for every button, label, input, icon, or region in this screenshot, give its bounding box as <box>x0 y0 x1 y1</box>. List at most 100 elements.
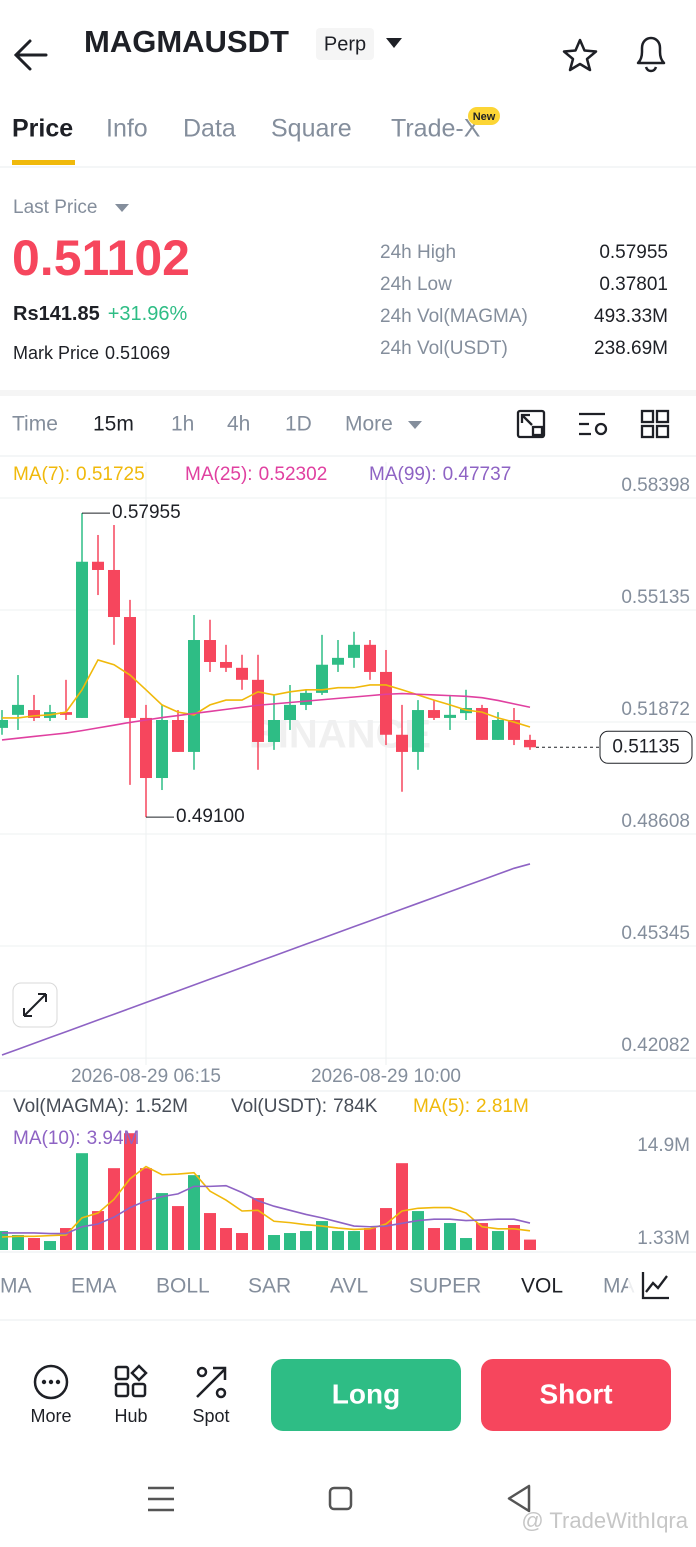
tab[interactable]: Price <box>12 115 73 143</box>
mark-value: 0.51069 <box>105 343 170 363</box>
volume-bar <box>0 1231 8 1250</box>
stat-value: 493.33M <box>594 306 668 327</box>
candle-body <box>396 734 408 752</box>
y-tick-label: 0.42082 <box>621 1035 690 1056</box>
symbol-dropdown[interactable] <box>386 38 402 48</box>
long-button[interactable] <box>271 1359 461 1431</box>
candle-body <box>140 717 152 779</box>
interval-bar: Time 15m 1h 4h 1D More <box>12 413 393 436</box>
expand-button[interactable] <box>12 982 58 1028</box>
favorite-icon[interactable] <box>562 38 598 72</box>
volume-bar <box>156 1193 168 1250</box>
more-icon[interactable] <box>33 1364 69 1400</box>
indicator-tab[interactable]: MA <box>0 1275 32 1298</box>
ma-legend-name: MA(99): <box>369 464 437 485</box>
extreme-label: 0.49100 <box>176 806 245 827</box>
volume-bar <box>268 1235 280 1250</box>
indicator-tab[interactable]: SUPER <box>409 1275 481 1298</box>
candle-body <box>60 712 72 715</box>
candle-body <box>284 704 296 720</box>
stat-label: 24h Low <box>380 274 452 295</box>
candle-body <box>268 720 280 742</box>
indicator-tab[interactable]: EMA <box>71 1275 117 1298</box>
volume-bar <box>524 1239 536 1250</box>
volume-bar <box>204 1213 216 1250</box>
nav-back[interactable] <box>507 1484 531 1513</box>
action-label: Spot <box>192 1406 229 1426</box>
ma-legend-name: MA(25): <box>185 464 253 485</box>
candle-body <box>380 671 392 735</box>
volume-bar <box>332 1231 344 1250</box>
indicator-tab[interactable]: BOLL <box>156 1275 210 1298</box>
ma-legend-name: MA(7): <box>13 464 70 485</box>
tab[interactable]: Square <box>271 115 352 143</box>
candle-body <box>76 561 88 718</box>
tab-bar: Price Info Data Square Trade-X <box>12 115 481 143</box>
hub-icon[interactable] <box>114 1364 148 1398</box>
candle-body <box>444 714 456 718</box>
tab[interactable]: Data <box>183 115 236 143</box>
volume-legend: MA(10): 3.94M <box>13 1128 139 1149</box>
ma-legend: MA(99): 0.47737 <box>369 464 511 485</box>
action-label: More <box>30 1406 71 1426</box>
interval[interactable]: 4h <box>227 413 250 436</box>
back-button[interactable] <box>13 39 48 71</box>
interval[interactable]: 15m <box>93 413 134 436</box>
tab[interactable]: Trade-X <box>391 115 481 143</box>
volume-bar <box>108 1168 120 1250</box>
volume-legend-value: 784K <box>333 1096 378 1117</box>
volume-bar <box>460 1238 472 1250</box>
candle-body <box>108 569 120 618</box>
volume-legend: Vol(MAGMA): 1.52M <box>13 1096 188 1117</box>
symbol-title: MAGMAUSDT <box>84 24 289 59</box>
indicator-tab[interactable]: SAR <box>248 1275 291 1298</box>
volume-legend-value: 1.52M <box>135 1096 188 1117</box>
candle-body <box>124 617 136 718</box>
more-dropdown[interactable] <box>408 421 422 429</box>
interval[interactable]: 1D <box>285 413 312 436</box>
bell-icon[interactable] <box>636 36 666 73</box>
candle-body <box>252 679 264 742</box>
volume-legend: MA(5): 2.81M <box>413 1096 529 1117</box>
ma-line <box>2 658 531 728</box>
price-type-dropdown[interactable] <box>115 204 129 212</box>
volume-bar <box>92 1211 104 1250</box>
candle-body <box>12 704 24 715</box>
indicator-tab[interactable]: VOL <box>521 1275 563 1298</box>
candle-body <box>300 692 312 705</box>
action-label: Hub <box>114 1406 147 1426</box>
volume-legend-value: 2.81M <box>476 1096 529 1117</box>
chart-tools[interactable] <box>516 409 670 439</box>
indicator-bar: MA EMA BOLL SAR AVL SUPER VOL MA <box>0 1275 635 1298</box>
more-dots <box>41 1379 61 1385</box>
volume-bar <box>284 1233 296 1250</box>
stat-value: 238.69M <box>594 338 668 359</box>
interval[interactable]: 1h <box>171 413 194 436</box>
candle-body <box>428 710 440 718</box>
nav-recent[interactable] <box>148 1486 174 1512</box>
indicator-settings[interactable] <box>641 1272 669 1300</box>
interval[interactable]: Time <box>12 413 58 436</box>
volume-bar <box>428 1228 440 1250</box>
short-button[interactable] <box>481 1359 671 1431</box>
nav-home[interactable] <box>328 1486 353 1511</box>
mark-label: Mark Price <box>13 343 99 363</box>
price-chart: BINANCE0.583980.551350.518720.486080.453… <box>0 462 696 1087</box>
volume-ma-line <box>1 1165 531 1238</box>
indicator-fade <box>628 1262 696 1312</box>
volume-bar <box>44 1241 56 1250</box>
mark-price: Mark Price 0.51069 <box>13 343 170 363</box>
interval[interactable]: More <box>345 413 393 436</box>
ma-legend-value: 0.51725 <box>76 464 145 485</box>
indicator-tab[interactable]: AVL <box>330 1275 368 1298</box>
spot-icon[interactable] <box>196 1366 227 1399</box>
indicator-tab[interactable]: MA <box>603 1275 635 1298</box>
ma-line <box>1 863 531 1056</box>
y-tick-label: 0.55135 <box>621 587 690 608</box>
price-type[interactable]: Last Price <box>13 197 97 218</box>
tab[interactable]: Info <box>106 115 148 143</box>
ma-legend-value: 0.47737 <box>443 464 512 485</box>
volume-bar <box>300 1231 312 1250</box>
candle-body <box>220 661 232 668</box>
volume-bar <box>172 1206 184 1250</box>
